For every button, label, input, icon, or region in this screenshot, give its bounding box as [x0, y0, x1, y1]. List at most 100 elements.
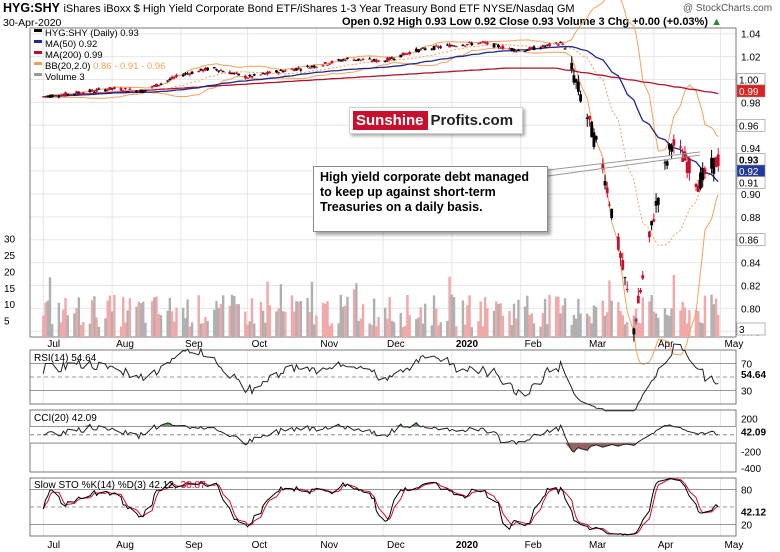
month-label: May	[724, 339, 743, 350]
cci-tick-label: 200	[741, 414, 758, 425]
volume-bar	[499, 303, 502, 337]
candle-body	[166, 80, 170, 82]
volume-bar	[250, 298, 254, 337]
volume-bar	[606, 312, 609, 337]
candle-body	[530, 47, 534, 49]
candle-body	[608, 204, 611, 206]
candle-body	[663, 162, 667, 164]
volume-bar	[95, 317, 98, 337]
panel-frame-price	[29, 27, 737, 338]
volume-bar	[359, 318, 362, 337]
candle-body	[219, 70, 223, 72]
candle-body	[650, 220, 654, 226]
volume-bar	[388, 296, 391, 337]
candle-body	[359, 59, 363, 61]
price-tick-label: 1.04	[741, 30, 761, 41]
candle-body	[432, 46, 436, 50]
candle-body	[172, 76, 176, 78]
volume-bar	[297, 301, 300, 337]
candle-body	[501, 45, 505, 49]
volume-bar	[75, 308, 78, 337]
volume-bar	[90, 300, 94, 337]
candle-body	[679, 146, 682, 148]
sto-d-line	[42, 478, 719, 536]
candle-body	[548, 43, 551, 47]
volume-bar	[657, 318, 660, 337]
bb-upper-line	[43, 0, 719, 152]
candle-body	[374, 59, 378, 63]
price-tick-label: 0.80	[741, 304, 761, 315]
candle-body	[112, 87, 116, 89]
volume-bar	[688, 310, 691, 337]
candle-body	[625, 288, 629, 290]
candle-body	[579, 94, 582, 102]
volume-bar	[452, 297, 456, 337]
volume-bar	[492, 310, 496, 337]
candle-body	[168, 78, 172, 80]
candle-body	[354, 59, 358, 61]
legend-swatch	[34, 62, 42, 65]
volume-bar	[217, 307, 220, 337]
chart-header-line: HYG:SHY iShares iBoxx $ High Yield Corpo…	[3, 1, 575, 15]
volume-bar	[714, 298, 718, 337]
candle-body	[610, 208, 614, 218]
cci-line	[43, 422, 719, 453]
candle-body	[461, 44, 465, 46]
candle-body	[328, 63, 332, 65]
volume-bar	[483, 297, 487, 337]
volume-bar	[532, 323, 536, 337]
volume-bar	[523, 306, 527, 337]
volume-bar	[77, 297, 81, 337]
month-label: Nov	[320, 339, 338, 350]
candle-body	[601, 163, 605, 170]
volume-bar	[275, 311, 278, 337]
candle-body	[632, 328, 636, 335]
candle-body	[243, 75, 247, 79]
volume-bar	[399, 312, 402, 337]
price-tick-label: 0.98	[741, 98, 761, 109]
candle-body	[250, 76, 254, 78]
candle-body	[341, 59, 345, 61]
volume-bar	[586, 313, 589, 337]
candle-body	[636, 295, 640, 304]
volume-bar	[142, 301, 145, 337]
volume-bar	[137, 301, 140, 337]
volume-bar	[601, 300, 604, 337]
logo-red-text: Sunshine	[353, 111, 428, 130]
candle-body	[297, 67, 301, 69]
candle-body	[197, 70, 201, 73]
candle-body	[203, 67, 207, 71]
ma50-line	[43, 45, 719, 183]
month-label-bottom: Aug	[116, 540, 134, 551]
candle-body	[510, 48, 514, 51]
candle-body	[481, 41, 485, 43]
month-label-bottom: Feb	[525, 540, 543, 551]
volume-bar	[554, 296, 558, 337]
volume-bar	[557, 296, 560, 337]
candle-body	[465, 43, 469, 45]
volume-bar	[230, 294, 234, 337]
candle-body	[434, 45, 438, 47]
volume-bar	[710, 294, 713, 337]
candle-body	[541, 44, 545, 47]
candle-body	[152, 85, 156, 87]
price-tick-label: 0.94	[741, 144, 761, 155]
candle-body	[299, 69, 303, 71]
sto-legend: Slow STO %K(14) %D(3) 42.12, 38.87	[34, 480, 206, 491]
date-label: 30-Apr-2020	[3, 17, 62, 29]
candle-body	[217, 70, 221, 72]
candle-body	[392, 58, 396, 60]
month-label: Oct	[252, 339, 268, 350]
volume-bar	[188, 326, 192, 337]
candle-body	[528, 47, 531, 51]
candle-body	[603, 181, 607, 186]
candle-body	[701, 168, 705, 180]
candle-body	[184, 73, 187, 75]
candle-body	[308, 67, 312, 69]
volume-bar	[281, 311, 285, 337]
volume-bar	[665, 314, 669, 337]
candle-body	[517, 50, 520, 52]
rsi-tick-label: 54.64	[741, 370, 766, 381]
volume-bar	[610, 300, 613, 337]
volume-bar	[168, 297, 172, 337]
